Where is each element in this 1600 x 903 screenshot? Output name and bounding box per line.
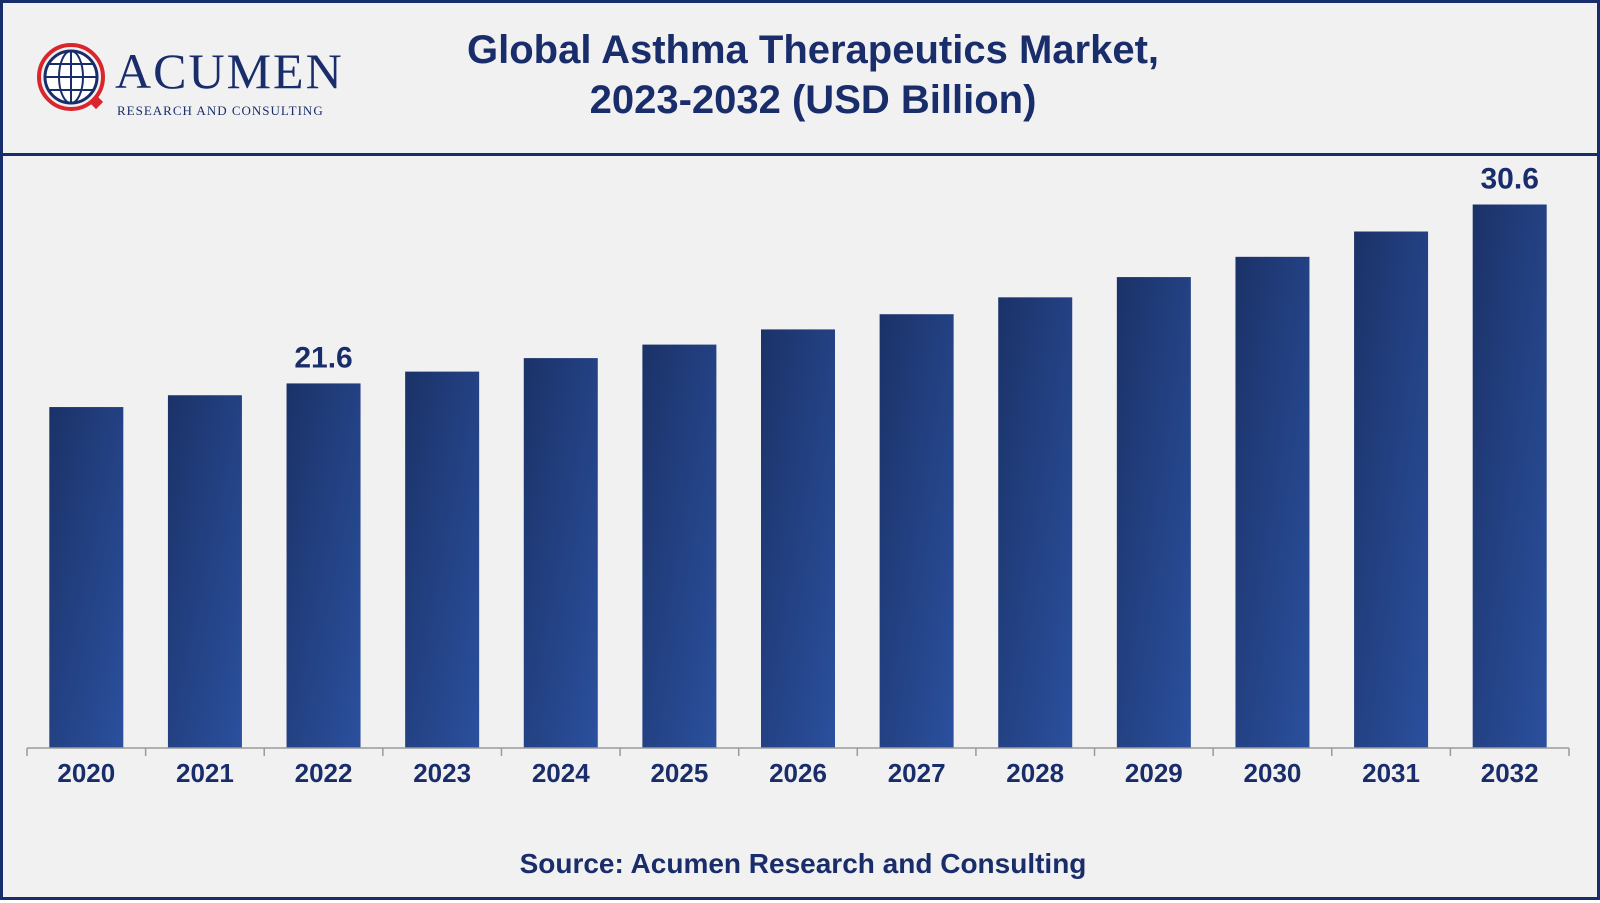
logo-subtitle: RESEARCH AND CONSULTING: [117, 103, 324, 118]
bar-2022: [286, 383, 361, 748]
logo-wordmark: ACUMEN: [115, 43, 344, 99]
bar-chart: 2020 2021 2022 2023 2024 2025 2026 2027 2028 2029…: [26, 163, 1570, 788]
x-tick-label-2024: 2024: [532, 758, 590, 788]
x-tick-label-2032: 2032: [1481, 758, 1539, 788]
x-tick-label-2027: 2027: [888, 758, 946, 788]
x-tick-label-2022: 2022: [295, 758, 353, 788]
chart-title-line1: Global Asthma Therapeutics Market,: [466, 28, 1160, 72]
bar-2027: [879, 314, 954, 748]
header-banner: ACUMEN RESEARCH AND CONSULTING Global As…: [3, 3, 1597, 156]
bar-2023: [405, 371, 480, 748]
x-tick-label-2023: 2023: [413, 758, 471, 788]
x-tick-label-2020: 2020: [57, 758, 115, 788]
bar-2029: [1116, 277, 1191, 748]
bar-2028: [998, 297, 1073, 748]
globe-logo-icon: [37, 43, 105, 111]
x-tick-label-2030: 2030: [1244, 758, 1302, 788]
bar-2031: [1354, 231, 1429, 748]
acumen-logo: ACUMEN RESEARCH AND CONSULTING: [33, 39, 363, 119]
x-tick-label-2026: 2026: [769, 758, 827, 788]
bar-2021: [167, 395, 242, 748]
bar-2032: [1472, 204, 1547, 748]
x-tick-label-2031: 2031: [1362, 758, 1420, 788]
bar-2030: [1235, 256, 1310, 748]
bar-2024: [523, 358, 598, 748]
x-tick-label-2025: 2025: [650, 758, 708, 788]
bar-2026: [761, 329, 835, 748]
x-tick-label-2028: 2028: [1006, 758, 1064, 788]
x-tick-label-2021: 2021: [176, 758, 234, 788]
source-note: Source: Acumen Research and Consulting: [519, 848, 1087, 879]
x-tick-label-2029: 2029: [1125, 758, 1183, 788]
data-label-2022: 21.6: [294, 341, 352, 374]
data-label-2032: 30.6: [1480, 163, 1538, 196]
chart-title-line2: 2023-2032 (USD Billion): [589, 78, 1037, 122]
bar-2020: [49, 407, 124, 748]
chart-title: Global Asthma Therapeutics Market, 2023-…: [363, 25, 1263, 125]
bar-2025: [642, 344, 717, 748]
